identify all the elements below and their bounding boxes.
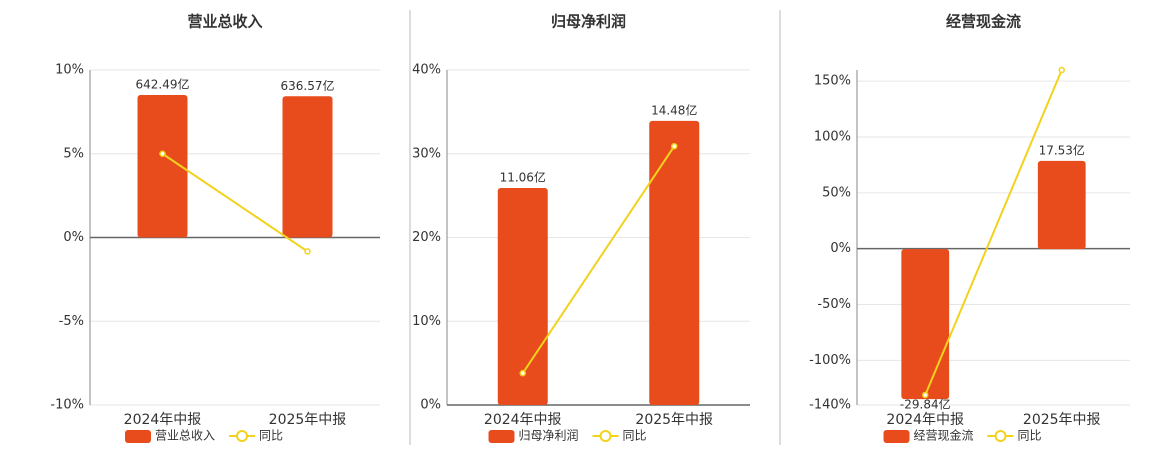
- y-tick-label: 50%: [822, 185, 851, 200]
- legend-swatch: [488, 430, 515, 443]
- legend-label: 同比: [259, 429, 283, 443]
- y-tick-label: 0%: [420, 398, 441, 413]
- bar: [497, 187, 548, 405]
- line-point: [1058, 66, 1065, 74]
- x-tick-label: 2025年中报: [269, 412, 347, 428]
- legend-swatch: [599, 430, 612, 442]
- bar-value-label: -29.84亿: [900, 397, 951, 412]
- line: [521, 145, 676, 374]
- x-tick-label: 2025年中报: [635, 412, 713, 428]
- y-tick-label: -140%: [809, 398, 851, 413]
- bar: [137, 94, 188, 238]
- legend-swatch: [236, 430, 249, 442]
- y-tick-label: 150%: [814, 74, 851, 89]
- y-tick-label: 10%: [55, 63, 84, 78]
- line-point: [304, 248, 311, 255]
- legend-label: 营业总收入: [155, 429, 215, 443]
- bar-value-label: 17.53亿: [1039, 142, 1085, 157]
- x-tick-label: 2024年中报: [124, 412, 202, 428]
- bar-value-label: 14.48亿: [651, 102, 697, 117]
- y-tick-label: -100%: [809, 353, 851, 368]
- legend-label: 同比: [1018, 429, 1042, 443]
- chart-title: 营业总收入: [187, 13, 262, 31]
- line-point: [519, 369, 526, 377]
- chart-title: 经营现金流: [946, 13, 1021, 31]
- bar-value-label: 642.49亿: [136, 76, 190, 91]
- legend-label: 同比: [623, 429, 647, 443]
- chart-title: 归母净利润: [551, 13, 626, 31]
- y-tick-label: 30%: [412, 146, 441, 161]
- legend-swatch: [125, 430, 151, 443]
- y-tick-label: 0%: [830, 241, 851, 256]
- bar: [1037, 160, 1086, 250]
- legend-swatch: [883, 430, 910, 443]
- y-tick-label: -5%: [59, 314, 84, 329]
- y-tick-label: 0%: [63, 230, 84, 245]
- line-point: [922, 391, 929, 399]
- line-point: [671, 142, 678, 150]
- x-tick-label: 2024年中报: [484, 412, 562, 428]
- bar: [901, 249, 950, 400]
- bar-value-label: 11.06亿: [500, 169, 546, 184]
- line-point: [159, 150, 166, 157]
- y-tick-label: 100%: [814, 130, 851, 145]
- y-tick-label: 10%: [412, 314, 441, 329]
- x-tick-label: 2024年中报: [886, 412, 964, 428]
- legend-label: 归母净利润: [519, 429, 579, 443]
- line: [924, 69, 1063, 396]
- x-tick-label: 2025年中报: [1023, 412, 1101, 428]
- y-tick-label: -10%: [50, 398, 84, 413]
- y-tick-label: -50%: [817, 297, 851, 312]
- bar-value-label: 636.57亿: [281, 78, 335, 93]
- legend-swatch: [994, 430, 1007, 442]
- legend-label: 经营现金流: [914, 428, 974, 443]
- line: [161, 152, 309, 253]
- bar: [649, 120, 700, 405]
- y-tick-label: 5%: [63, 146, 84, 161]
- y-tick-label: 20%: [412, 230, 441, 245]
- bar: [282, 96, 333, 238]
- y-tick-label: 40%: [412, 63, 441, 78]
